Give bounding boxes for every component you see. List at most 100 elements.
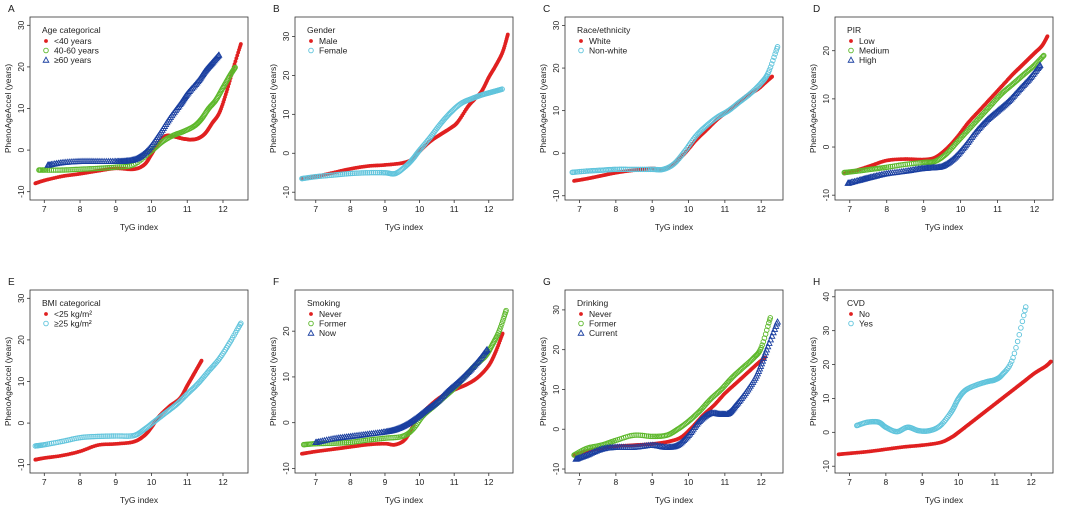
data-point [362, 170, 369, 176]
series-Current [572, 318, 782, 462]
panel-f: F 7 8 9 10 11 12 -10 0 10 20 TyG index PhenoAgeAccel… [268, 277, 514, 505]
data-point [503, 307, 509, 314]
data-point [766, 67, 773, 73]
data-point [93, 433, 99, 440]
data-point [497, 326, 503, 332]
data-point [583, 451, 591, 458]
data-point [378, 435, 384, 442]
legend-entry: ≥25 kg/m² [54, 319, 92, 329]
data-point [343, 171, 350, 177]
data-point [77, 166, 83, 172]
x-tick-label: 10 [147, 477, 157, 487]
y-axis-label: PhenoAgeAccel (years) [268, 337, 278, 426]
data-point [123, 433, 129, 439]
data-point [364, 437, 371, 443]
data-point [643, 166, 650, 173]
legend-entry: Male [319, 36, 338, 46]
data-point [103, 433, 109, 439]
x-tick-label: 8 [884, 204, 889, 214]
data-point [109, 164, 115, 171]
data-point [641, 432, 648, 439]
x-tick-label: 10 [415, 477, 425, 487]
data-point [449, 382, 457, 390]
data-point [380, 435, 386, 442]
x-tick-label: 8 [78, 477, 83, 487]
data-point [85, 166, 91, 172]
plot-frame [564, 16, 784, 201]
y-tick-label: 0 [551, 151, 561, 156]
data-point [995, 106, 1003, 113]
x-axis-label: TyG index [120, 222, 159, 232]
data-point [945, 158, 954, 165]
data-point [609, 166, 616, 173]
data-point [639, 432, 646, 439]
series-≥25 kg/m² [32, 320, 244, 449]
x-tick-label: 9 [650, 477, 655, 487]
data-point [384, 435, 390, 441]
legend-entry: Medium [859, 46, 889, 56]
x-tick-label: 8 [78, 204, 83, 214]
y-tick-label: 0 [281, 420, 291, 425]
data-point [238, 42, 243, 46]
data-point [199, 358, 204, 363]
y-tick-label: 30 [551, 305, 561, 315]
y-tick-label: 10 [551, 384, 561, 394]
panel-e: E 7 8 9 10 11 12 -10 0 10 20 30 TyG index PhenoAgeAcc… [3, 277, 249, 505]
series-Medium [841, 52, 1047, 176]
data-point [326, 172, 332, 179]
x-tick-label: 10 [684, 477, 694, 487]
data-point [444, 386, 452, 394]
data-point [359, 438, 365, 444]
x-axis-label: TyG index [655, 222, 694, 232]
data-point [451, 380, 459, 388]
y-tick-label: -10 [551, 463, 561, 476]
data-point [759, 342, 765, 348]
data-point [499, 318, 506, 325]
data-point [357, 170, 363, 176]
data-point [758, 344, 764, 351]
y-tick-label: 10 [551, 106, 561, 116]
legend-title: Drinking [577, 298, 608, 308]
data-point [370, 169, 377, 176]
x-tick-label: 8 [348, 477, 353, 487]
y-axis-label: PhenoAgeAccel (years) [538, 337, 548, 426]
y-tick-label: 30 [16, 293, 26, 303]
data-point [314, 173, 321, 180]
data-point [83, 434, 89, 440]
data-point [332, 172, 338, 178]
data-point [81, 166, 87, 172]
x-tick-label: 12 [218, 477, 228, 487]
series-≥60 years [44, 51, 223, 168]
data-point [1016, 331, 1023, 338]
legend-marker [848, 47, 854, 54]
plot-frame [294, 16, 514, 201]
y-tick-label: -10 [821, 460, 831, 473]
y-axis-label: PhenoAgeAccel (years) [808, 64, 818, 153]
legend-entry: 40-60 years [54, 46, 99, 56]
data-point [580, 168, 587, 175]
data-point [773, 318, 782, 325]
x-tick-label: 11 [450, 204, 459, 214]
data-point [121, 433, 127, 439]
data-point [233, 59, 238, 64]
data-point [107, 164, 113, 171]
panel-b: B 7 8 9 10 11 12 -10 0 10 20 30 TyG index PhenoAgeAcc… [268, 4, 514, 232]
data-point [349, 170, 356, 177]
x-tick-label: 11 [990, 477, 999, 487]
data-point [99, 165, 105, 171]
x-tick-label: 11 [993, 204, 1002, 214]
data-point [1019, 318, 1026, 325]
legend-marker [577, 329, 585, 336]
data-point [318, 173, 325, 179]
data-point [386, 435, 392, 441]
data-point [1036, 61, 1044, 68]
y-tick-label: 20 [16, 62, 26, 72]
y-tick-label: 0 [16, 420, 26, 425]
data-point [89, 433, 95, 440]
x-tick-label: 10 [684, 204, 694, 214]
data-point [1013, 345, 1019, 351]
data-point [353, 438, 359, 445]
plot-frame [834, 289, 1054, 474]
